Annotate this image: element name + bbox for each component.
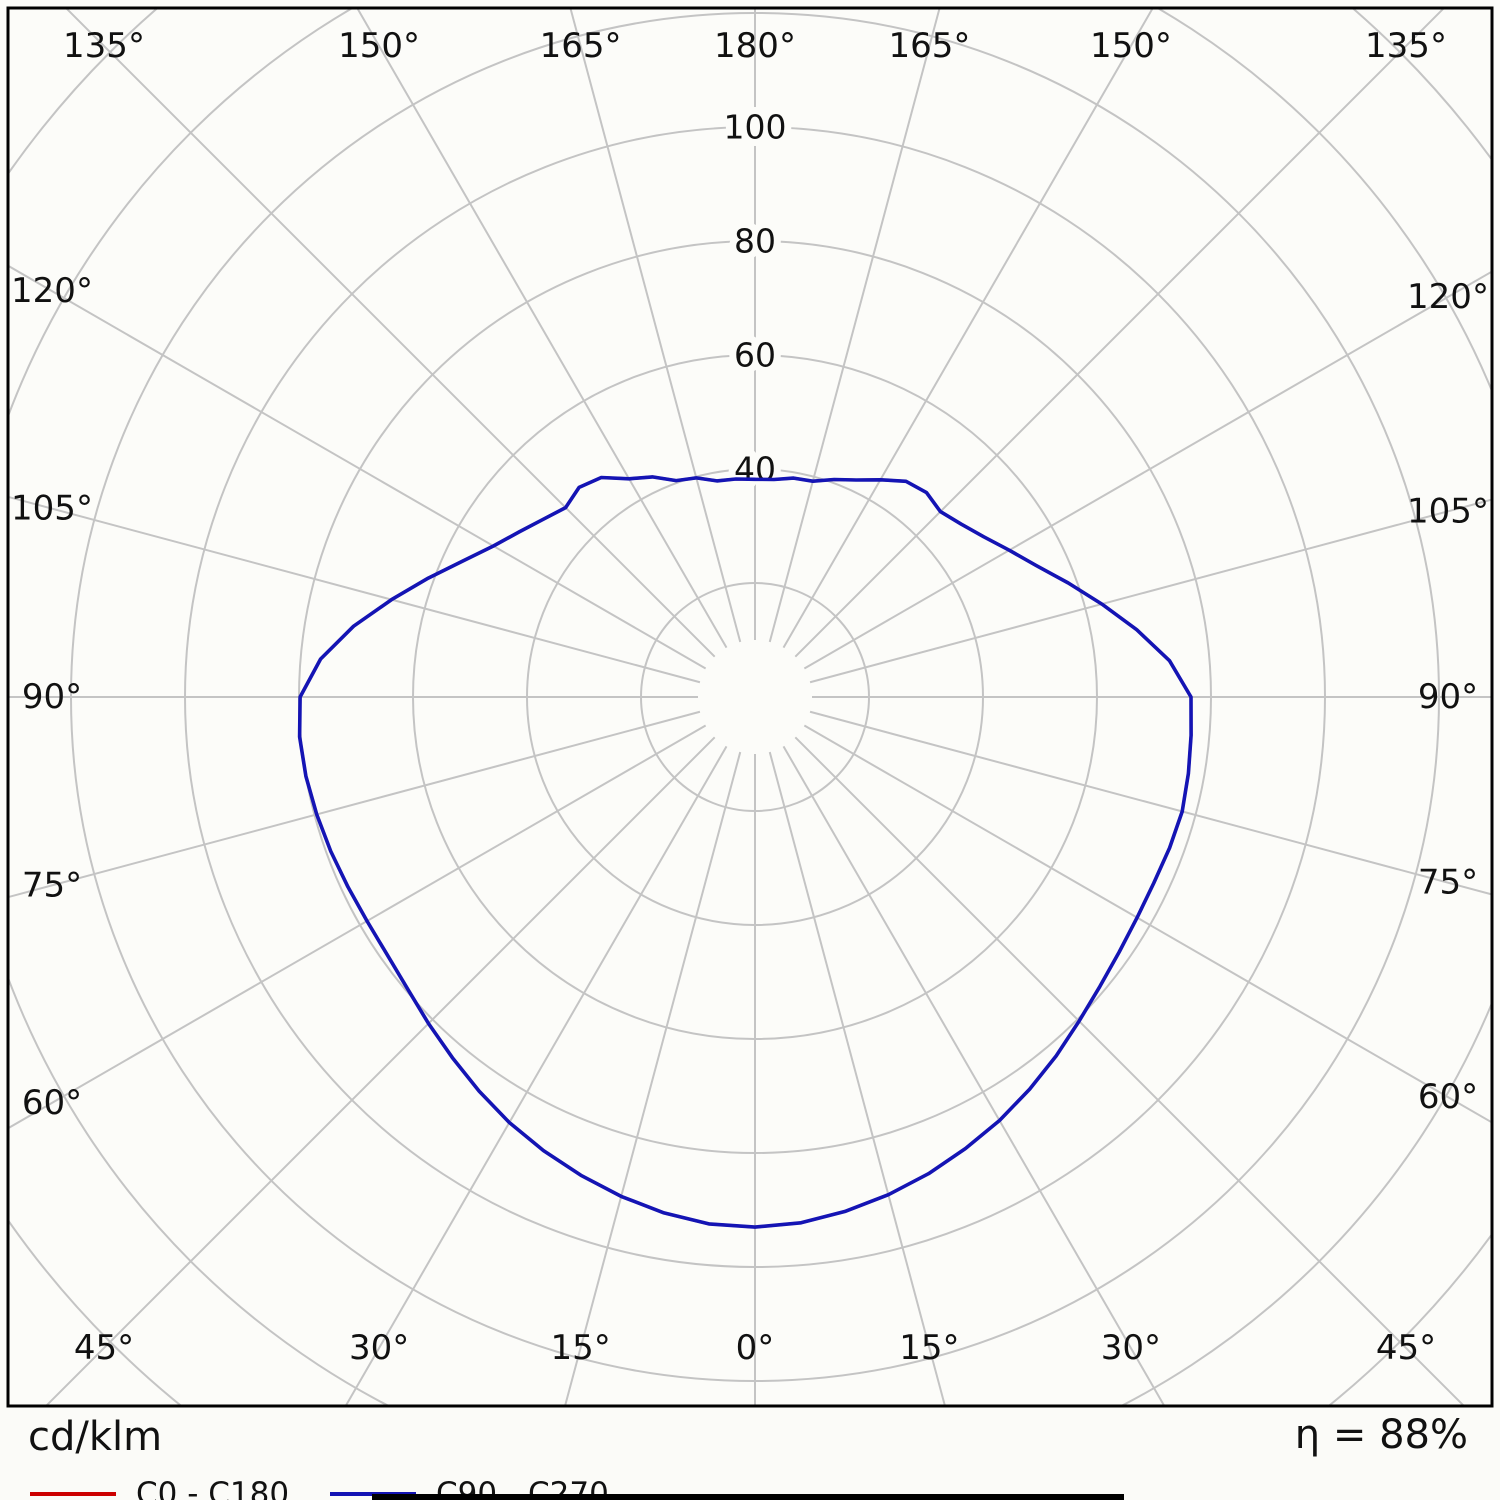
angle-tick-label: 0° (736, 1328, 775, 1368)
angle-tick-label: 15° (550, 1328, 610, 1368)
radial-tick-label: 100 (724, 108, 787, 147)
angle-tick-label: 60° (22, 1083, 82, 1123)
curve-c90-c270 (297, 475, 1193, 1229)
partial-bottom-rule (372, 1494, 1124, 1500)
angle-tick-label: 30° (1101, 1328, 1161, 1368)
angle-tick-label: 105° (11, 489, 93, 529)
angle-tick-label: 165° (888, 26, 970, 66)
angle-tick-label: 135° (63, 26, 145, 66)
angle-tick-label: 75° (1418, 863, 1478, 903)
legend-line-c0-c180 (30, 1492, 116, 1496)
angle-tick-label: 90° (22, 677, 82, 717)
radial-tick-label: 80 (734, 222, 776, 261)
angle-tick-label: 45° (1376, 1328, 1436, 1368)
angle-tick-label: 75° (22, 865, 82, 905)
angle-tick-label: 180° (714, 26, 796, 66)
legend-item-c0-c180: C0 - C180 (30, 1476, 289, 1500)
angle-tick-label: 135° (1365, 26, 1447, 66)
angle-tick-label: 120° (1407, 277, 1489, 317)
angle-tick-label: 105° (1407, 491, 1489, 531)
efficiency-value: η = 88% (1294, 1412, 1468, 1458)
radial-tick-label: 40 (734, 450, 776, 489)
angle-tick-label: 60° (1418, 1077, 1478, 1117)
angle-tick-label: 150° (1090, 26, 1172, 66)
angle-tick-label: 30° (349, 1328, 409, 1368)
angle-tick-label: 45° (74, 1328, 134, 1368)
angle-tick-label: 90° (1418, 677, 1478, 717)
radial-tick-label: 60 (734, 336, 776, 375)
angle-tick-label: 120° (11, 271, 93, 311)
angle-tick-label: 165° (540, 26, 622, 66)
units-label: cd/klm (28, 1414, 163, 1460)
angle-tick-label: 150° (338, 26, 420, 66)
angle-tick-label: 15° (899, 1328, 959, 1368)
legend-label-c0-c180: C0 - C180 (136, 1476, 290, 1500)
